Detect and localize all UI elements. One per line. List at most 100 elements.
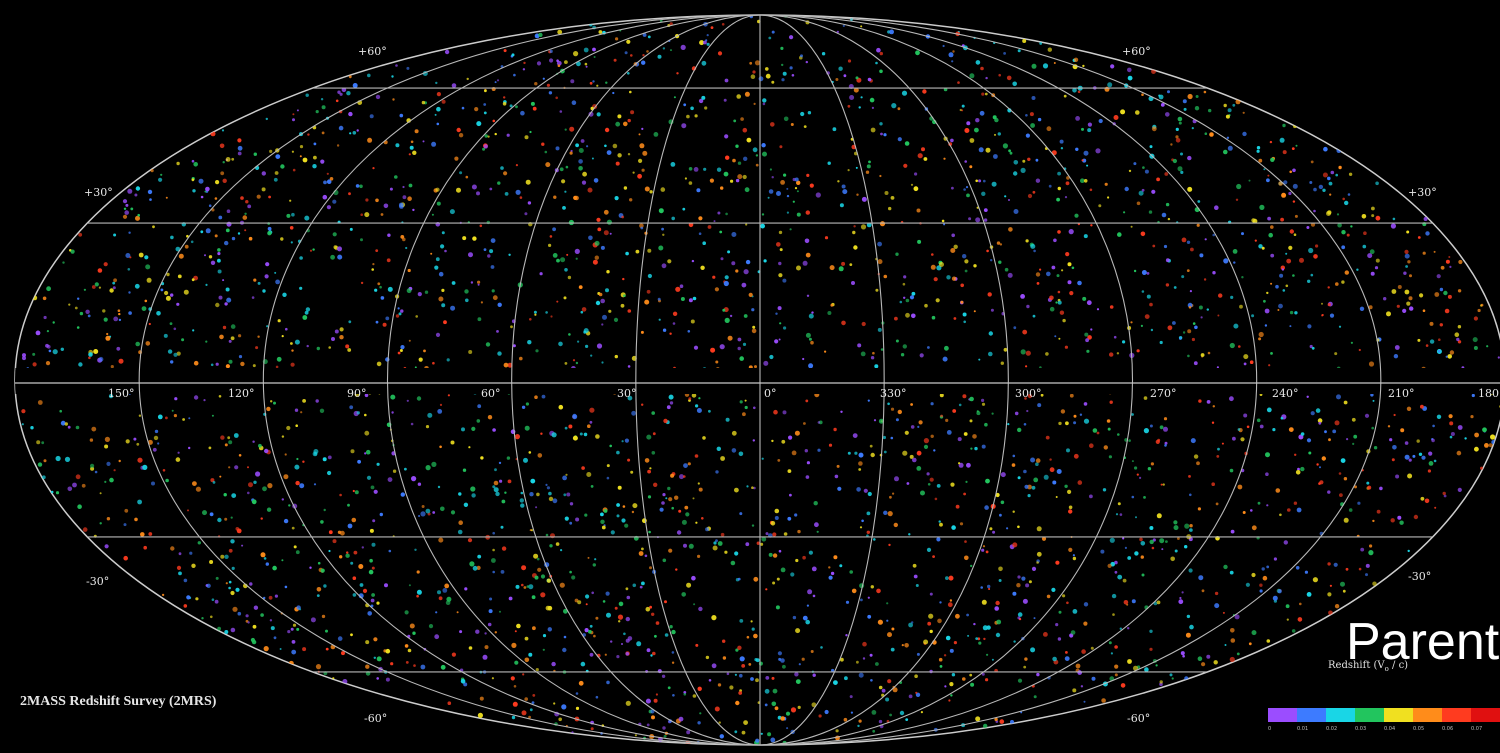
- galaxy-point: [983, 179, 986, 183]
- galaxy-point: [1450, 432, 1455, 436]
- galaxy-point: [501, 499, 506, 504]
- galactic-plane-band: [15, 368, 1500, 394]
- galaxy-point: [755, 678, 759, 683]
- galaxy-point: [986, 653, 989, 656]
- galaxy-point: [661, 674, 666, 678]
- galaxy-point: [1171, 677, 1174, 680]
- galaxy-point: [37, 462, 43, 467]
- galaxy-point: [183, 578, 188, 583]
- galaxy-point: [950, 482, 955, 487]
- galaxy-point: [1186, 240, 1191, 244]
- galaxy-point: [926, 472, 930, 476]
- galaxy-point: [1136, 201, 1141, 206]
- galaxy-point: [722, 308, 726, 312]
- galaxy-point: [1445, 355, 1448, 358]
- galaxy-point: [585, 603, 588, 606]
- galaxy-point: [1087, 335, 1092, 340]
- galaxy-point: [1251, 572, 1256, 578]
- galaxy-point: [479, 224, 483, 228]
- galaxy-point: [775, 312, 778, 315]
- galaxy-point: [716, 446, 721, 451]
- galaxy-point: [969, 419, 973, 423]
- galaxy-point: [98, 286, 101, 289]
- galaxy-point: [136, 442, 140, 446]
- galaxy-point: [755, 738, 760, 743]
- galaxy-point: [771, 176, 774, 179]
- galaxy-point: [920, 490, 925, 496]
- galaxy-point: [1131, 413, 1134, 416]
- galaxy-point: [1119, 627, 1123, 630]
- galaxy-point: [335, 99, 339, 103]
- galaxy-point: [261, 187, 266, 192]
- galaxy-point: [1025, 583, 1030, 588]
- galaxy-point: [260, 552, 266, 558]
- galaxy-point: [786, 211, 790, 214]
- galaxy-point: [43, 459, 47, 463]
- galaxy-point: [1191, 337, 1195, 342]
- galaxy-point: [549, 58, 554, 63]
- galaxy-point: [744, 91, 750, 97]
- galaxy-point: [879, 69, 883, 74]
- galaxy-point: [1025, 350, 1031, 356]
- galaxy-point: [601, 323, 604, 326]
- meridian-line: [262, 15, 1258, 745]
- galaxy-point: [1362, 244, 1367, 249]
- galaxy-point: [1159, 340, 1163, 345]
- galaxy-point: [655, 621, 660, 625]
- galaxy-point: [468, 646, 473, 650]
- galaxy-point: [839, 564, 843, 568]
- galaxy-point: [476, 419, 481, 423]
- galaxy-point: [128, 311, 132, 315]
- galaxy-point: [1264, 308, 1270, 314]
- galaxy-point: [273, 177, 278, 182]
- galaxy-point: [164, 290, 169, 296]
- galaxy-point: [794, 672, 799, 677]
- galaxy-point: [349, 405, 354, 410]
- galaxy-point: [102, 309, 106, 313]
- galaxy-point: [336, 144, 340, 147]
- galaxy-point: [494, 81, 497, 84]
- galaxy-point: [985, 147, 991, 153]
- galaxy-point: [1109, 305, 1114, 309]
- galaxy-point: [1366, 481, 1370, 485]
- galaxy-point: [866, 530, 870, 534]
- galaxy-point: [1014, 411, 1019, 416]
- galaxy-point: [528, 584, 534, 590]
- galaxy-point: [1256, 418, 1261, 423]
- galaxy-point: [332, 199, 337, 204]
- galaxy-point: [699, 40, 705, 46]
- galaxy-point: [483, 248, 487, 252]
- galaxy-point: [729, 685, 734, 690]
- galaxy-point: [894, 316, 898, 321]
- galaxy-point: [275, 279, 280, 285]
- galaxy-point: [321, 614, 326, 619]
- galaxy-point: [1204, 238, 1207, 241]
- galaxy-point: [546, 578, 552, 583]
- galaxy-point: [962, 677, 966, 681]
- galaxy-point: [424, 290, 429, 294]
- galaxy-point: [698, 98, 704, 104]
- galaxy-point: [1350, 225, 1353, 228]
- galaxy-point: [719, 734, 724, 739]
- galaxy-point: [592, 259, 598, 265]
- galaxy-point: [641, 581, 645, 586]
- galaxy-point: [30, 426, 34, 430]
- galaxy-point: [617, 114, 622, 119]
- galaxy-point: [564, 426, 568, 430]
- galaxy-point: [1030, 457, 1036, 463]
- galaxy-point: [1007, 272, 1013, 278]
- galaxy-point: [1159, 680, 1163, 684]
- galaxy-point: [743, 156, 748, 161]
- galaxy-point: [713, 220, 716, 223]
- galaxy-point: [230, 627, 236, 633]
- galaxy-point: [838, 266, 844, 272]
- galaxy-point: [684, 505, 689, 510]
- galaxy-point: [1077, 280, 1082, 286]
- galaxy-point: [74, 306, 78, 310]
- galaxy-point: [786, 727, 789, 730]
- galaxy-point: [641, 127, 644, 130]
- galaxy-point: [217, 252, 221, 256]
- lon-label-240: 240°: [1272, 387, 1299, 400]
- galaxy-point: [1075, 116, 1080, 121]
- galaxy-point: [910, 425, 915, 429]
